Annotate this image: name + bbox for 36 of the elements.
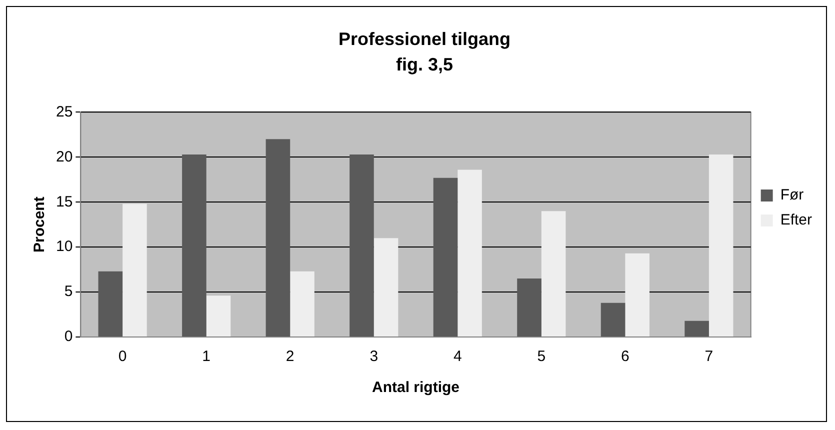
bar bbox=[684, 320, 709, 336]
chart-subtitle: fig. 3,5 bbox=[396, 54, 454, 74]
y-tick-label: 25 bbox=[56, 103, 73, 120]
bar bbox=[541, 211, 566, 336]
x-tick-label: 5 bbox=[537, 348, 546, 366]
legend-label: Før bbox=[780, 186, 804, 204]
bar bbox=[122, 204, 147, 336]
bar bbox=[708, 154, 734, 336]
x-tick-label: 0 bbox=[118, 348, 127, 366]
y-axis-title: Procent bbox=[31, 196, 48, 253]
chart-title: Professionel tilgang bbox=[338, 28, 511, 49]
bar bbox=[290, 271, 314, 336]
bar bbox=[182, 154, 206, 336]
y-tick-label: 5 bbox=[64, 283, 73, 300]
bar bbox=[433, 178, 458, 336]
x-tick-label: 1 bbox=[202, 348, 211, 366]
x-tick-label: 4 bbox=[453, 348, 462, 366]
y-tick-label: 15 bbox=[56, 193, 73, 210]
bar bbox=[374, 238, 398, 336]
y-tick-label: 0 bbox=[64, 328, 73, 346]
x-axis-title: Antal rigtige bbox=[372, 379, 460, 396]
y-tick-label: 10 bbox=[56, 238, 73, 256]
bar bbox=[206, 296, 231, 336]
bar bbox=[600, 302, 626, 336]
bar bbox=[458, 170, 482, 336]
legend-label: Efter bbox=[780, 212, 812, 229]
bar bbox=[266, 139, 290, 336]
x-tick-label: 6 bbox=[621, 348, 630, 366]
x-tick-label: 2 bbox=[286, 348, 294, 366]
x-tick-label: 3 bbox=[370, 348, 378, 366]
x-tick-label: 7 bbox=[704, 348, 714, 366]
bar bbox=[98, 271, 123, 336]
y-tick-label: 20 bbox=[56, 148, 73, 166]
bar bbox=[517, 278, 542, 336]
bar bbox=[625, 253, 650, 336]
bar bbox=[350, 154, 374, 336]
